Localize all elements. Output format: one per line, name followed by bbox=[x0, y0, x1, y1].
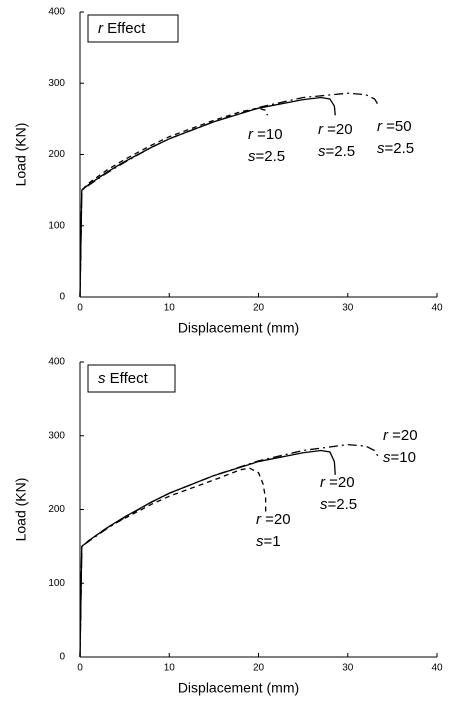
x-tick-label: 10 bbox=[164, 663, 176, 674]
x-tick-label: 40 bbox=[431, 663, 443, 674]
y-axis-label: Load (KN) bbox=[13, 123, 29, 187]
series-label: r =10 bbox=[248, 126, 283, 143]
x-tick-label: 10 bbox=[164, 303, 176, 314]
series-line bbox=[79, 107, 269, 298]
x-tick-label: 0 bbox=[77, 663, 83, 674]
y-tick-label: 300 bbox=[48, 430, 65, 441]
x-axis-label: Displacement (mm) bbox=[178, 320, 299, 336]
chart-title: r Effect bbox=[98, 20, 146, 37]
x-tick-label: 30 bbox=[342, 663, 354, 674]
series-label: r =20 bbox=[320, 474, 355, 491]
x-tick-label: 40 bbox=[431, 303, 443, 314]
series-line bbox=[79, 467, 267, 658]
series-label: s=2.5 bbox=[248, 148, 285, 165]
y-tick-label: 200 bbox=[48, 149, 65, 160]
series-label: s=2.5 bbox=[318, 143, 355, 160]
y-tick-label: 400 bbox=[48, 357, 65, 368]
y-axis-label: Load (KN) bbox=[13, 478, 29, 542]
x-tick-label: 20 bbox=[253, 663, 265, 674]
x-tick-label: 30 bbox=[342, 303, 354, 314]
x-axis-label: Displacement (mm) bbox=[178, 680, 299, 696]
x-tick-label: 20 bbox=[253, 303, 265, 314]
series-label: s=2.5 bbox=[377, 140, 414, 157]
series-label: r =20 bbox=[318, 121, 353, 138]
series-line bbox=[79, 443, 380, 658]
series-label: r =50 bbox=[377, 118, 412, 135]
title-box bbox=[87, 364, 176, 393]
y-tick-label: 300 bbox=[48, 78, 65, 89]
y-tick-label: 400 bbox=[48, 7, 65, 18]
y-tick-label: 0 bbox=[59, 652, 65, 663]
y-tick-label: 100 bbox=[48, 578, 65, 589]
series-label: r =20 bbox=[383, 427, 418, 444]
title-box bbox=[87, 14, 179, 43]
series-line bbox=[79, 96, 336, 298]
y-tick-label: 200 bbox=[48, 504, 65, 515]
series-label: s=10 bbox=[383, 449, 416, 466]
y-tick-label: 0 bbox=[59, 292, 65, 303]
series-label: s=2.5 bbox=[320, 496, 357, 513]
series-label: r =20 bbox=[256, 511, 291, 528]
x-tick-label: 0 bbox=[77, 303, 83, 314]
series-line bbox=[79, 92, 380, 298]
series-line bbox=[79, 449, 336, 658]
y-tick-label: 100 bbox=[48, 220, 65, 231]
chart-title: s Effect bbox=[98, 370, 149, 387]
series-label: s=1 bbox=[256, 533, 281, 550]
